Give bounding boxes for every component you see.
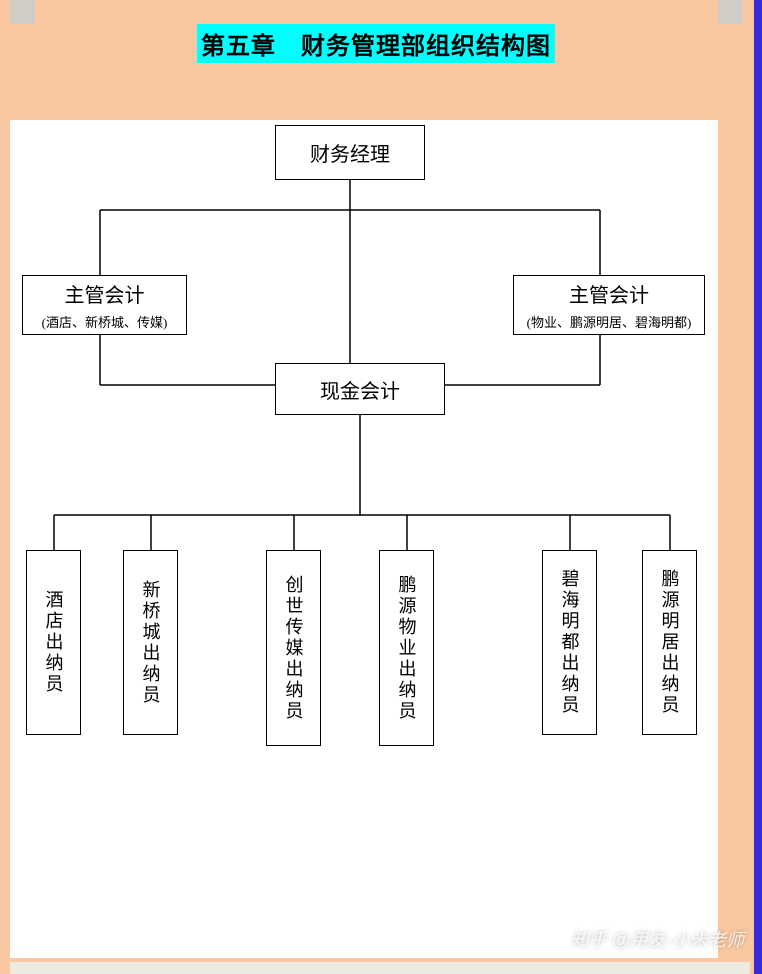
page-title: 第五章 财务管理部组织结构图 xyxy=(197,24,555,63)
org-chart: 财务经理 主管会计 (酒店、新桥城、传媒) 主管会计 (物业、鹏源明居、碧海明都… xyxy=(10,120,718,958)
node-label: 财务经理 xyxy=(310,138,390,167)
page-right-border xyxy=(754,0,762,974)
node-label: 现金会计 xyxy=(320,375,400,404)
node-label: 创世传媒出纳员 xyxy=(281,575,307,722)
connector-lines xyxy=(10,120,718,958)
node-cash: 现金会计 xyxy=(275,363,445,415)
node-sublabel: (酒店、新桥城、传媒) xyxy=(42,312,168,331)
node-leaf-6: 鹏源明居出纳员 xyxy=(642,550,697,735)
node-label: 鹏源明居出纳员 xyxy=(657,569,683,716)
node-label: 新桥城出纳员 xyxy=(138,580,164,706)
node-label: 主管会计 xyxy=(569,279,649,308)
node-leaf-3: 创世传媒出纳员 xyxy=(266,550,321,746)
watermark: 知乎 @用友-小米老师 xyxy=(571,926,744,952)
node-supervisor-2: 主管会计 (物业、鹏源明居、碧海明都) xyxy=(513,275,705,335)
node-leaf-1: 酒店出纳员 xyxy=(26,550,81,735)
tab-stub-right xyxy=(718,0,743,24)
node-supervisor-1: 主管会计 (酒店、新桥城、传媒) xyxy=(22,275,187,335)
node-label: 碧海明都出纳员 xyxy=(557,569,583,716)
node-leaf-5: 碧海明都出纳员 xyxy=(542,550,597,735)
node-label: 鹏源物业出纳员 xyxy=(394,575,420,722)
node-label: 主管会计 xyxy=(65,279,145,308)
node-leaf-4: 鹏源物业出纳员 xyxy=(379,550,434,746)
node-label: 酒店出纳员 xyxy=(41,590,67,695)
node-root: 财务经理 xyxy=(275,125,425,180)
node-leaf-2: 新桥城出纳员 xyxy=(123,550,178,735)
node-sublabel: (物业、鹏源明居、碧海明都) xyxy=(527,312,692,331)
bottom-strip xyxy=(10,962,750,974)
tab-stub-left xyxy=(10,0,35,24)
